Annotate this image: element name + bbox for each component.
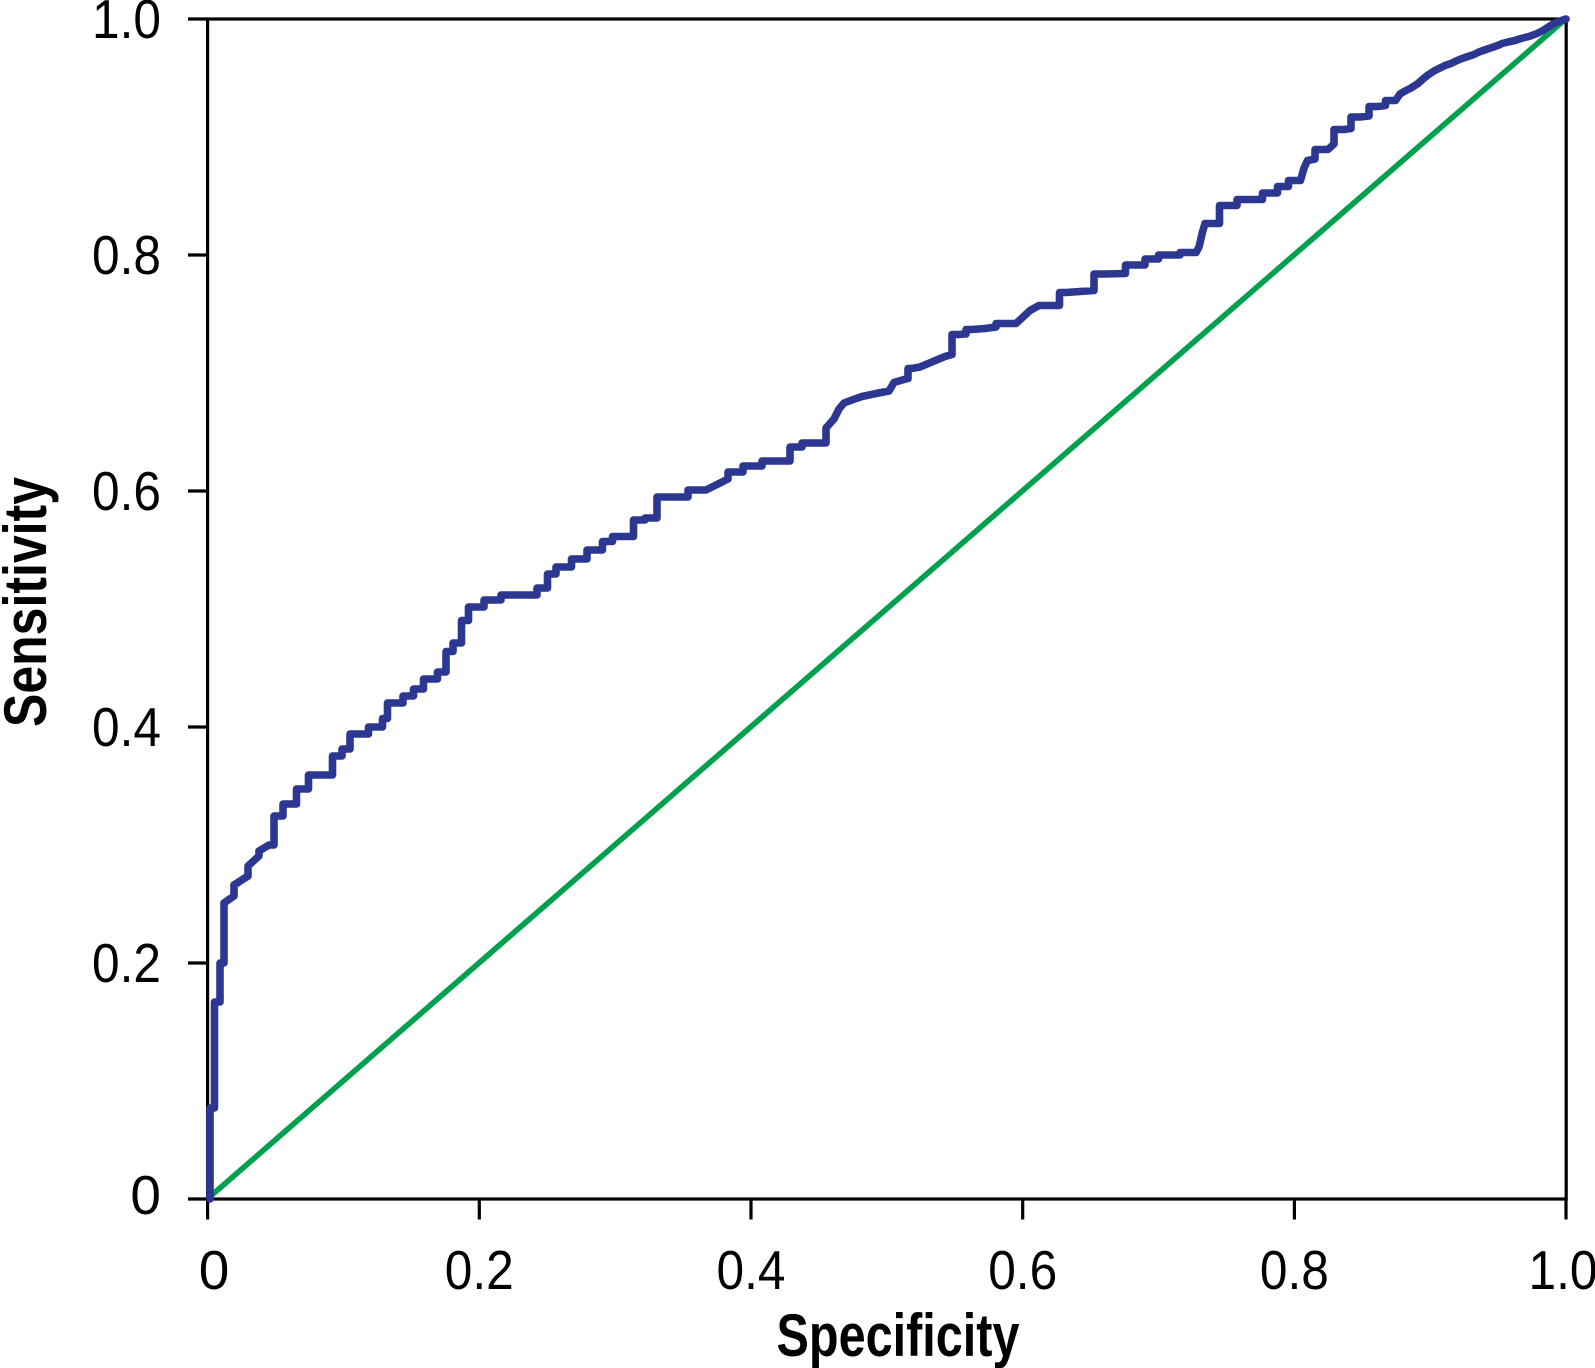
svg-text:0.6: 0.6	[988, 1239, 1057, 1301]
svg-text:0.8: 0.8	[1260, 1239, 1329, 1301]
svg-text:Specificity: Specificity	[777, 1302, 1021, 1368]
svg-text:0.4: 0.4	[717, 1239, 786, 1301]
svg-text:0.4: 0.4	[92, 696, 161, 758]
svg-text:0.2: 0.2	[445, 1239, 514, 1301]
svg-text:0: 0	[130, 1164, 161, 1226]
svg-text:0.6: 0.6	[92, 460, 161, 522]
svg-text:1.0: 1.0	[92, 0, 161, 50]
svg-text:1.0: 1.0	[1529, 1239, 1595, 1301]
svg-text:0.2: 0.2	[92, 932, 161, 994]
svg-text:0: 0	[199, 1239, 230, 1301]
svg-text:Sensitivity: Sensitivity	[0, 476, 59, 727]
svg-text:0.8: 0.8	[92, 224, 161, 286]
